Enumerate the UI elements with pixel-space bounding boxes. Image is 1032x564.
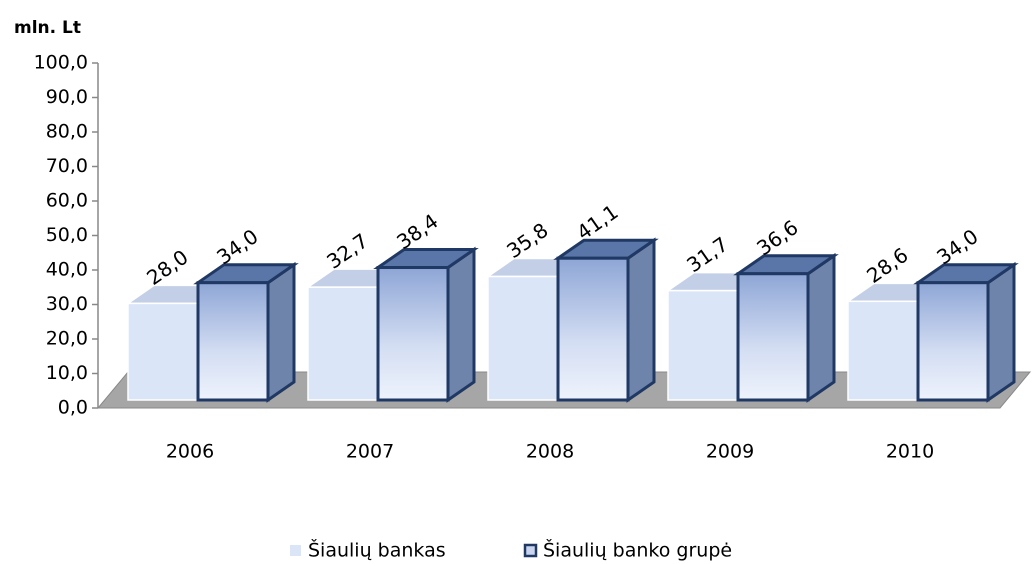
bar bbox=[376, 266, 450, 402]
legend-swatch bbox=[290, 545, 301, 556]
bar-side bbox=[986, 261, 1016, 403]
y-tick-label: 10,0 bbox=[46, 362, 88, 384]
data-label: 28,0 bbox=[142, 245, 192, 290]
y-tick-label: 60,0 bbox=[46, 190, 88, 212]
x-tick-label: 2008 bbox=[526, 441, 574, 463]
legend-label: Šiaulių bankas bbox=[308, 538, 446, 562]
y-tick-label: 0,0 bbox=[58, 397, 88, 419]
bar bbox=[127, 302, 199, 401]
data-label: 28,6 bbox=[862, 243, 912, 288]
y-tick-label: 70,0 bbox=[46, 155, 88, 177]
data-label: 41,1 bbox=[572, 200, 622, 245]
y-tick-label: 90,0 bbox=[46, 86, 88, 108]
y-tick-label: 30,0 bbox=[46, 293, 88, 315]
x-tick-label: 2010 bbox=[886, 441, 934, 463]
y-tick-label: 20,0 bbox=[46, 328, 88, 350]
bar bbox=[196, 281, 270, 402]
y-tick-label: 50,0 bbox=[46, 224, 88, 246]
data-label: 36,6 bbox=[752, 215, 802, 260]
data-label: 32,7 bbox=[322, 229, 372, 274]
data-label: 34,0 bbox=[212, 224, 262, 269]
bar bbox=[847, 300, 919, 401]
bar-side bbox=[626, 237, 656, 403]
legend-label: Šiaulių banko grupė bbox=[543, 538, 732, 562]
bar bbox=[556, 256, 630, 402]
bar-side bbox=[806, 252, 836, 403]
x-tick-label: 2007 bbox=[346, 441, 394, 463]
x-tick-label: 2006 bbox=[166, 441, 214, 463]
bar-side bbox=[446, 246, 476, 403]
bar bbox=[307, 286, 379, 401]
data-label: 34,0 bbox=[932, 224, 982, 269]
y-tick-label: 40,0 bbox=[46, 259, 88, 281]
y-tick-label: 100,0 bbox=[34, 52, 88, 74]
bar bbox=[667, 289, 739, 401]
y-axis-title: mln. Lt bbox=[14, 18, 81, 38]
data-label: 31,7 bbox=[682, 232, 732, 277]
legend-swatch bbox=[523, 543, 538, 558]
bar-side bbox=[266, 261, 296, 403]
bar bbox=[916, 281, 990, 402]
data-label: 38,4 bbox=[392, 209, 442, 254]
data-label: 35,8 bbox=[502, 218, 552, 263]
x-tick-label: 2009 bbox=[706, 441, 754, 463]
bar bbox=[487, 275, 559, 401]
bar bbox=[736, 272, 810, 402]
y-tick-label: 80,0 bbox=[46, 121, 88, 143]
